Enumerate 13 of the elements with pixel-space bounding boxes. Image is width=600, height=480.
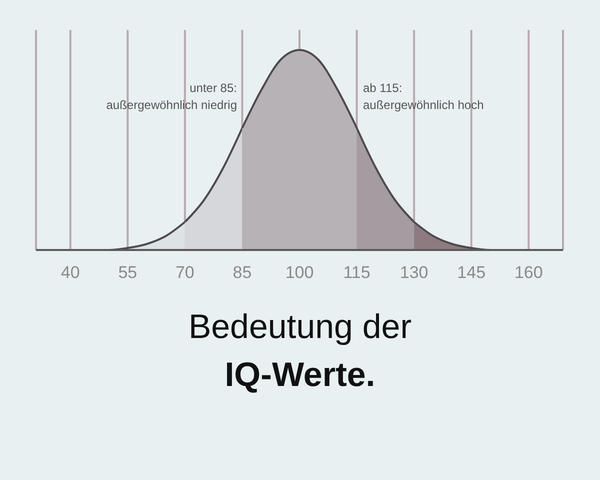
x-tick-label: 70 — [175, 263, 194, 282]
x-tick-label: 130 — [400, 263, 428, 282]
x-tick-label: 40 — [60, 263, 80, 282]
text: Bedeutung der — [187, 308, 413, 347]
x-tick-label: 100 — [285, 263, 314, 282]
x-tick-label: 145 — [457, 263, 486, 282]
x-tick-label: 160 — [514, 263, 543, 282]
x-tick-label: 55 — [118, 263, 138, 282]
x-tick-label: 85 — [232, 263, 252, 282]
text: IQ-Werte. — [224, 356, 376, 395]
x-tick-label: 115 — [343, 263, 370, 282]
annotation: ab 115: außergewöhnlich hoch — [363, 81, 484, 112]
annotation: unter 85: außergewöhnlich niedrig — [106, 81, 237, 112]
